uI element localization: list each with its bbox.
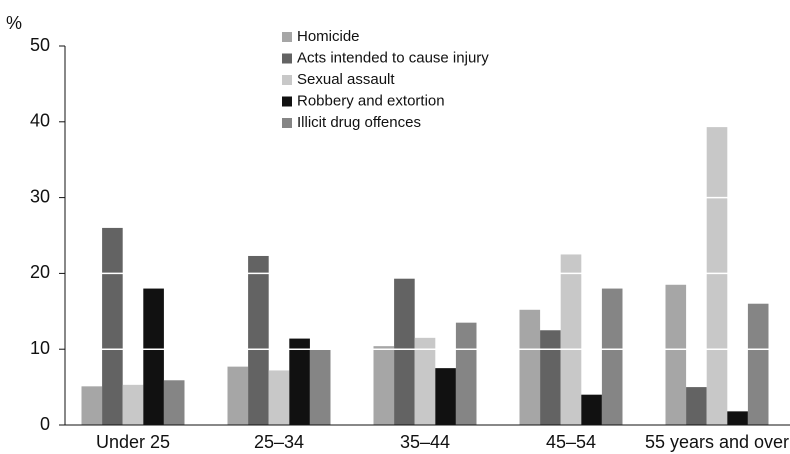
x-tick-label: Under 25: [96, 432, 170, 452]
x-tick-label: 25–34: [254, 432, 304, 452]
bar: [435, 368, 456, 425]
legend-label: Acts intended to cause injury: [297, 49, 489, 66]
y-tick-label: 0: [40, 414, 50, 434]
bar: [81, 386, 103, 425]
y-tick-label: 10: [30, 338, 50, 358]
bar: [706, 127, 728, 425]
bar: [163, 380, 185, 425]
bar: [394, 278, 415, 425]
bar: [455, 322, 477, 425]
x-tick-label: 55 years and over: [645, 432, 789, 452]
legend-label: Homicide: [297, 28, 360, 45]
bar: [747, 303, 769, 425]
bar: [601, 288, 623, 425]
legend-label: Sexual assault: [297, 71, 395, 88]
bar: [686, 387, 707, 425]
bar: [289, 338, 310, 425]
bar: [373, 346, 395, 425]
bar: [665, 284, 687, 425]
bar: [268, 370, 290, 425]
y-tick-label: 30: [30, 186, 50, 206]
legend-swatch: [282, 118, 292, 128]
bar: [227, 366, 249, 425]
bar: [519, 309, 541, 425]
y-axis-label: %: [6, 13, 22, 33]
bar: [414, 337, 436, 425]
x-tick-label: 45–54: [546, 432, 596, 452]
bar: [143, 288, 164, 425]
x-tick-label: 35–44: [400, 432, 450, 452]
legend-label: Robbery and extortion: [297, 92, 445, 109]
bar: [309, 349, 331, 425]
legend-label: Illicit drug offences: [297, 114, 421, 131]
bar: [122, 384, 144, 425]
bar: [560, 254, 582, 425]
bar: [540, 330, 561, 425]
bar: [581, 394, 602, 425]
y-tick-label: 50: [30, 35, 50, 55]
legend-swatch: [282, 32, 292, 42]
bar: [727, 411, 748, 425]
legend-swatch: [282, 53, 292, 64]
legend-swatch: [282, 96, 292, 107]
y-tick-label: 20: [30, 262, 50, 282]
y-tick-label: 40: [30, 111, 50, 131]
bar: [102, 227, 123, 425]
bar: [248, 255, 269, 425]
legend-swatch: [282, 75, 292, 85]
